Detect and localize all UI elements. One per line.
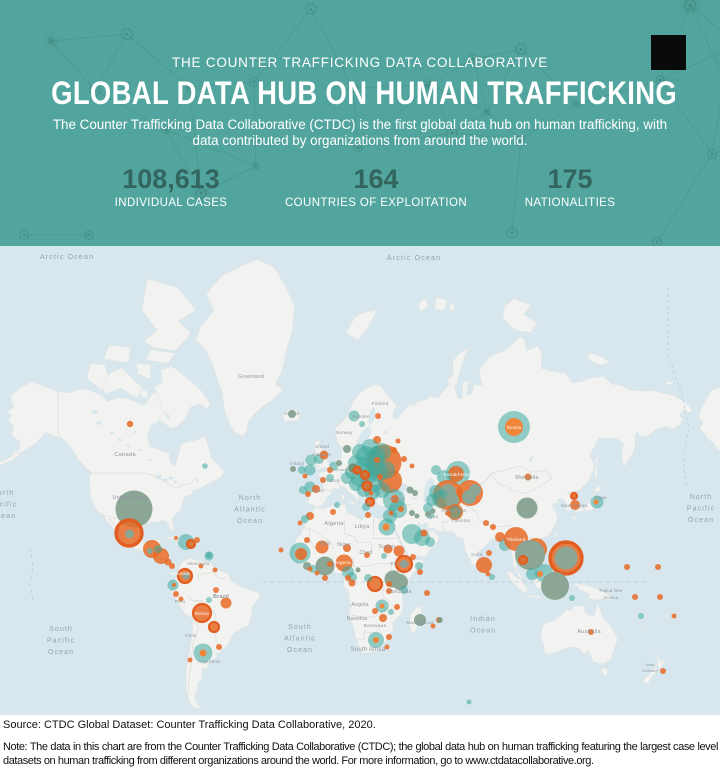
svg-text:Peru: Peru: [175, 599, 186, 604]
svg-text:United States: United States: [113, 495, 148, 501]
svg-text:South Korea: South Korea: [561, 503, 588, 508]
svg-text:Venezuela: Venezuela: [187, 561, 210, 566]
svg-text:Brazil: Brazil: [213, 594, 229, 600]
svg-text:Guinea: Guinea: [604, 595, 619, 600]
svg-text:Mongolia: Mongolia: [515, 475, 538, 481]
svg-text:Tanzania: Tanzania: [388, 589, 411, 595]
svg-text:Chad: Chad: [359, 550, 372, 556]
svg-text:Russia: Russia: [507, 425, 522, 430]
svg-text:Sudan: Sudan: [378, 544, 395, 550]
svg-text:Arctic Ocean: Arctic Ocean: [40, 252, 94, 261]
svg-text:Libya: Libya: [355, 524, 370, 530]
svg-text:Thailand: Thailand: [507, 537, 526, 542]
svg-text:South Africa: South Africa: [351, 647, 386, 653]
svg-text:Botswana: Botswana: [364, 623, 387, 629]
svg-text:Kingdom: Kingdom: [312, 452, 331, 457]
svg-text:Canada: Canada: [114, 452, 136, 458]
svg-text:Ethiopia: Ethiopia: [391, 561, 410, 567]
svg-text:Bolivia: Bolivia: [195, 611, 209, 616]
svg-text:Ocean: Ocean: [688, 517, 714, 524]
svg-text:Finland: Finland: [372, 401, 389, 406]
svg-text:Ocean: Ocean: [0, 513, 16, 520]
svg-text:Ocean: Ocean: [287, 647, 313, 654]
svg-text:Sweden: Sweden: [352, 414, 370, 419]
svg-text:Atlantic: Atlantic: [284, 636, 316, 643]
svg-text:Ocean: Ocean: [237, 518, 263, 525]
svg-text:Nigeria: Nigeria: [335, 560, 351, 565]
svg-text:Spain: Spain: [312, 488, 325, 493]
svg-text:Pacific: Pacific: [47, 638, 75, 645]
svg-text:Iceland: Iceland: [285, 411, 300, 416]
svg-text:Turkey: Turkey: [390, 496, 405, 501]
svg-text:Pakistan: Pakistan: [452, 518, 471, 523]
svg-text:Australia: Australia: [577, 629, 601, 635]
svg-text:Chile: Chile: [185, 633, 197, 638]
svg-text:Indian: Indian: [470, 616, 496, 623]
svg-text:South: South: [49, 626, 73, 633]
svg-text:New: New: [646, 662, 654, 667]
svg-text:Argentina: Argentina: [198, 659, 220, 665]
svg-text:Ocean: Ocean: [470, 628, 496, 635]
svg-text:Pacific: Pacific: [0, 502, 17, 509]
svg-text:Algeria: Algeria: [324, 521, 344, 527]
svg-text:Atlantic: Atlantic: [234, 507, 266, 514]
svg-text:North: North: [0, 490, 14, 497]
svg-text:Pacific: Pacific: [687, 506, 715, 513]
svg-text:Ocean: Ocean: [48, 649, 74, 656]
svg-text:Niger: Niger: [337, 542, 350, 548]
svg-text:Iran: Iran: [430, 514, 439, 519]
svg-text:Papua New: Papua New: [600, 588, 623, 593]
svg-text:Afghanistan: Afghanistan: [441, 508, 467, 513]
svg-text:North: North: [690, 494, 713, 501]
svg-text:Ireland: Ireland: [290, 461, 304, 466]
svg-text:Germany: Germany: [330, 467, 348, 472]
svg-text:Madagascar: Madagascar: [406, 620, 434, 625]
svg-text:Norway: Norway: [335, 430, 353, 435]
svg-text:Mali: Mali: [320, 541, 330, 547]
svg-text:Zealand: Zealand: [642, 668, 657, 673]
svg-text:France: France: [324, 478, 340, 484]
svg-text:South: South: [288, 624, 312, 631]
svg-text:Namibia: Namibia: [347, 616, 367, 622]
svg-text:United: United: [315, 444, 330, 449]
svg-text:India: India: [471, 552, 482, 557]
svg-text:Japan: Japan: [593, 495, 607, 500]
svg-text:Angola: Angola: [351, 602, 368, 608]
svg-text:Greenland: Greenland: [238, 374, 264, 380]
svg-text:Arctic Ocean: Arctic Ocean: [387, 253, 441, 262]
svg-text:Colombia: Colombia: [170, 571, 190, 576]
svg-text:Kazakhstan: Kazakhstan: [443, 472, 470, 478]
svg-text:North: North: [239, 495, 262, 502]
